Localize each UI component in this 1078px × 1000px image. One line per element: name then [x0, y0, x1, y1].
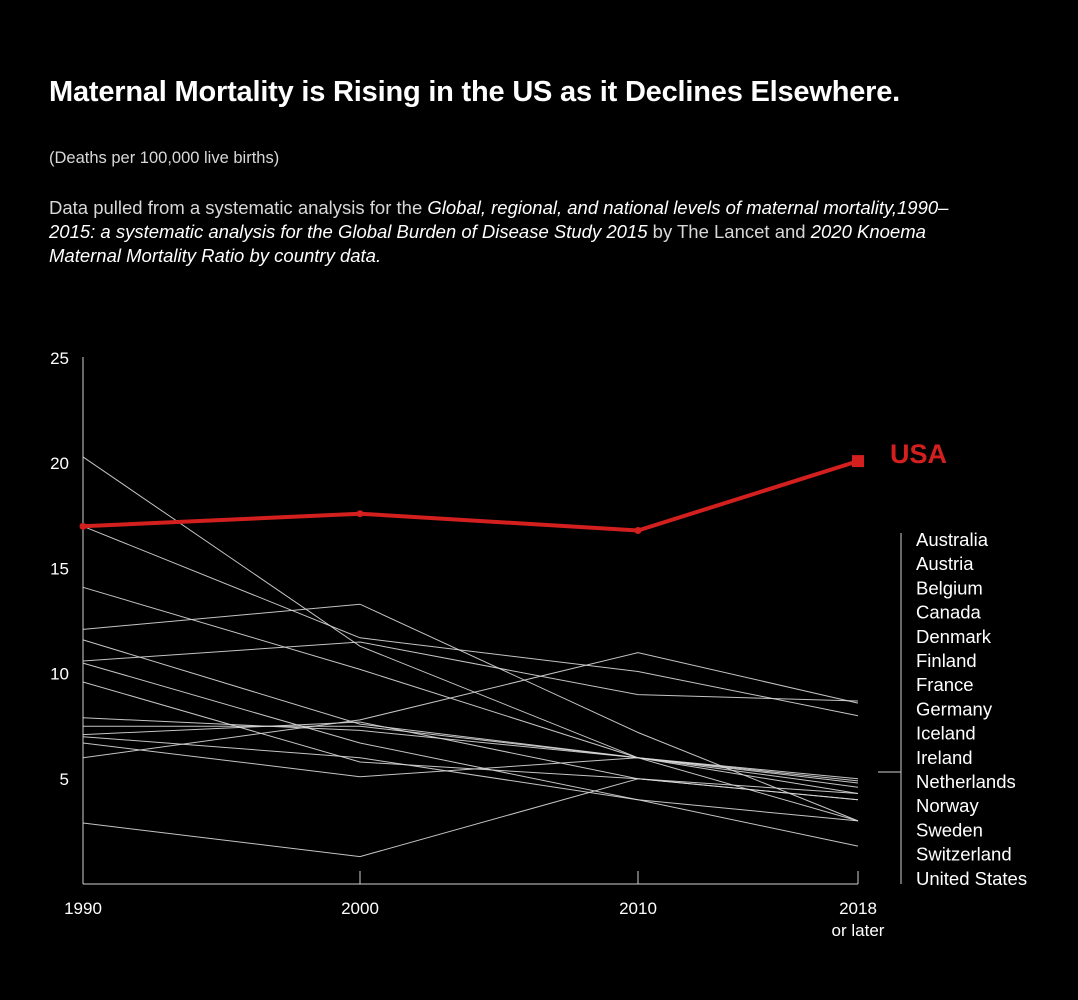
series-line [82, 641, 859, 702]
axes: 1990 2000 2010 2018 or later 5 10 15 20 25 [50, 349, 885, 940]
series-line [82, 717, 859, 780]
series-line [82, 525, 859, 717]
x-tick-label: 1990 [64, 899, 102, 918]
y-tick-label: 5 [60, 770, 69, 789]
legend-entry: Norway [916, 795, 979, 816]
y-tick-label: 10 [50, 665, 69, 684]
usa-point [356, 510, 364, 518]
legend-entry: Iceland [916, 723, 976, 744]
usa-point [79, 522, 87, 530]
x-tick-label: or later [832, 921, 885, 940]
legend-entry: Netherlands [916, 771, 1016, 792]
series-line [82, 456, 859, 822]
y-tick-label: 15 [50, 559, 69, 578]
legend-entry: Australia [916, 529, 989, 550]
source-note: Data pulled from a systematic analysis f… [49, 196, 949, 268]
series-layer [82, 456, 859, 858]
x-tick-label: 2018 [839, 899, 877, 918]
legend-entry: France [916, 674, 974, 695]
highlight-layer: USA [79, 439, 947, 535]
legend-entry: Canada [916, 602, 982, 623]
y-tick-label: 25 [50, 349, 69, 368]
legend-entry: Germany [916, 698, 993, 719]
chart-title: Maternal Mortality is Rising in the US a… [49, 76, 901, 108]
legend-entry: Denmark [916, 626, 992, 647]
series-line [82, 586, 859, 788]
legend-entry: Sweden [916, 819, 983, 840]
usa-line [82, 459, 859, 533]
series-line [82, 652, 859, 759]
series-line [82, 639, 859, 784]
series-line [82, 778, 859, 858]
series-line [82, 662, 859, 822]
legend-entry: United States [916, 868, 1027, 889]
series-line [82, 736, 859, 847]
usa-label: USA [890, 439, 947, 469]
usa-end-marker [852, 455, 864, 468]
y-tick-label: 20 [50, 454, 69, 473]
source-study: Global, regional, and national levels of… [49, 197, 949, 242]
legend-entry: Ireland [916, 747, 973, 768]
series-line [83, 725, 859, 782]
chart-subtitle: (Deaths per 100,000 live births) [49, 149, 280, 167]
x-tick-label: 2010 [619, 899, 657, 918]
source-middle: by The Lancet and [647, 221, 811, 242]
series-line [82, 721, 859, 801]
usa-point [634, 527, 642, 535]
series-line [82, 681, 859, 794]
legend-entry: Austria [916, 553, 974, 574]
legend-entry: Belgium [916, 577, 983, 598]
series-line [82, 742, 859, 794]
source-prefix: Data pulled from a systematic analysis f… [49, 197, 428, 218]
source-dataset: 2020 Knoema Maternal Mortality Ratio by … [49, 221, 926, 266]
x-tick-label: 2000 [341, 899, 379, 918]
legend-entry: Finland [916, 650, 977, 671]
legend: Australia Austria Belgium Canada Denmark Finl… [878, 529, 1027, 889]
legend-entry: Switzerland [916, 844, 1012, 865]
